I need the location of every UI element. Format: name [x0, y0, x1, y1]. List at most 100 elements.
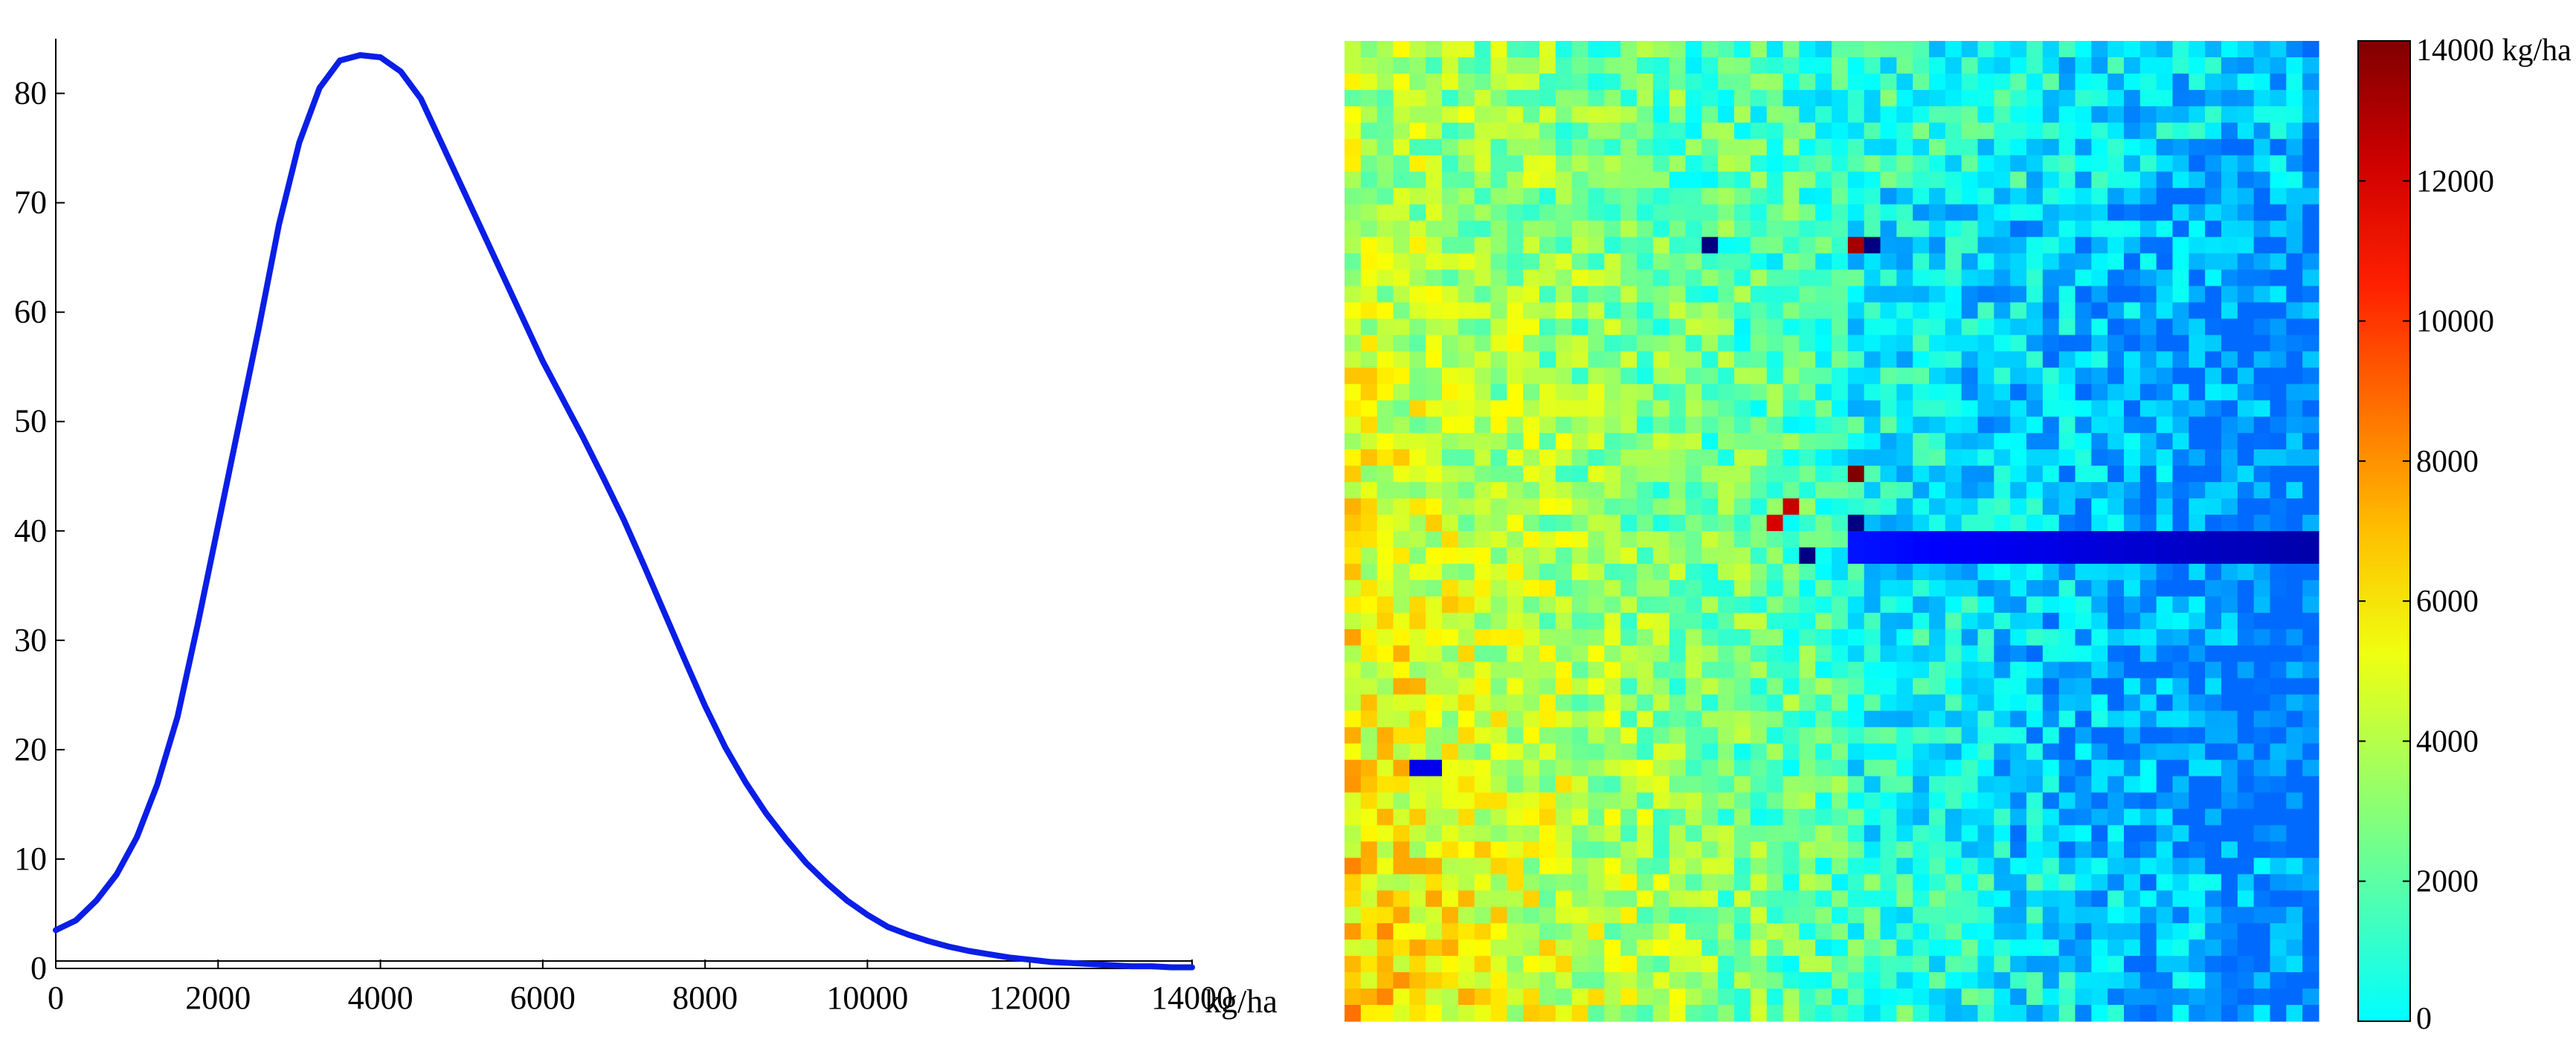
heatmap-cell	[2139, 57, 2157, 74]
heatmap-cell	[1588, 710, 1605, 728]
heatmap-cell	[2026, 220, 2044, 238]
heatmap-cell	[2042, 482, 2060, 499]
heatmap-cell	[1376, 563, 1394, 581]
heatmap-cell	[1523, 57, 1540, 74]
heatmap-cell	[1685, 727, 1702, 745]
heatmap-cell	[1832, 792, 1849, 810]
heatmap-cell	[2302, 400, 2319, 417]
heatmap-cell	[1945, 743, 1962, 761]
heatmap-cell	[1523, 939, 1540, 957]
heatmap-cell	[1783, 694, 1800, 712]
heatmap-cell	[2253, 482, 2271, 499]
heatmap-cell	[1490, 596, 1507, 614]
heatmap-cell	[2075, 841, 2092, 858]
heatmap-cell	[2221, 237, 2238, 254]
heatmap-cell	[2091, 661, 2108, 679]
heatmap-cell	[2108, 269, 2125, 287]
heatmap-cell	[1507, 335, 1524, 352]
heatmap-cell	[1604, 155, 1621, 173]
heatmap-cell	[1864, 106, 1881, 123]
heatmap-cell	[1345, 629, 1362, 646]
heatmap-cell	[2286, 41, 2303, 58]
heatmap-cell	[1637, 890, 1654, 907]
heatmap-cell	[1961, 612, 1979, 630]
heatmap-cell	[2026, 237, 2044, 254]
heatmap-cell	[1913, 466, 1930, 483]
heatmap-cell	[1734, 515, 1751, 532]
heatmap-cell	[2302, 433, 2319, 450]
heatmap-cell	[1652, 809, 1670, 826]
heatmap-cell	[1832, 155, 1849, 173]
heatmap-cell	[2108, 171, 2125, 189]
heatmap-cell	[1669, 41, 1687, 58]
heatmap-cell	[1490, 335, 1507, 352]
heatmap-cell	[1864, 57, 1881, 74]
heatmap-cell	[1847, 400, 1865, 417]
heatmap-cell	[2156, 384, 2174, 401]
heatmap-cell	[1409, 41, 1426, 58]
heatmap-cell	[1945, 367, 1962, 385]
heatmap-cell	[1718, 286, 1735, 303]
heatmap-cell	[1507, 710, 1524, 728]
heatmap-cell	[2108, 106, 2125, 123]
heatmap-cell	[1815, 989, 1832, 1006]
heatmap-cell	[1620, 1005, 1638, 1022]
heatmap-cell	[2091, 645, 2108, 663]
heatmap-cell	[1994, 629, 2011, 646]
heatmap-cell	[2075, 155, 2092, 173]
heatmap-cell	[2010, 825, 2027, 842]
heatmap-cell	[1409, 890, 1426, 907]
heatmap-cell	[2253, 596, 2271, 614]
heatmap-cell	[2124, 122, 2141, 140]
heatmap-cell	[1718, 73, 1735, 91]
heatmap-cell	[1832, 138, 1849, 156]
heatmap-cell	[1685, 858, 1702, 875]
heatmap-cell	[1864, 989, 1881, 1006]
heatmap-cell	[1961, 204, 1979, 222]
heatmap-cell	[2156, 515, 2174, 532]
heatmap-cell	[1832, 907, 1849, 924]
heatmap-cell	[2026, 41, 2044, 58]
heatmap-cell	[2286, 563, 2303, 581]
heatmap-cell	[2026, 547, 2044, 565]
heatmap-cell	[1490, 825, 1507, 842]
heatmap-cell	[1620, 433, 1638, 450]
heatmap-cell	[1896, 531, 1913, 548]
heatmap-cell	[1539, 645, 1556, 663]
heatmap-cell	[1685, 661, 1702, 679]
heatmap-cell	[2237, 351, 2255, 368]
heatmap-cell	[2075, 367, 2092, 385]
heatmap-cell	[1345, 874, 1362, 891]
heatmap-cell	[1847, 743, 1865, 761]
heatmap-cell	[1750, 596, 1768, 614]
heatmap-cell	[1977, 531, 1994, 548]
heatmap-cell	[2108, 907, 2125, 924]
heatmap-cell	[1913, 890, 1930, 907]
heatmap-cell	[2010, 204, 2027, 222]
heatmap-cell	[1393, 939, 1410, 957]
heatmap-cell	[1637, 122, 1654, 140]
heatmap-cell	[1458, 678, 1475, 695]
heatmap-cell	[2124, 482, 2141, 499]
heatmap-cell	[1832, 220, 1849, 238]
heatmap-cell	[1864, 204, 1881, 222]
heatmap-cell	[1734, 923, 1751, 940]
heatmap-cell	[1880, 907, 1897, 924]
heatmap-cell	[1880, 41, 1897, 58]
heatmap-cell	[2091, 384, 2108, 401]
heatmap-cell	[1442, 923, 1459, 940]
heatmap-cell	[1426, 466, 1443, 483]
heatmap-cell	[2172, 237, 2189, 254]
heatmap-cell	[2108, 956, 2125, 973]
heatmap-cell	[1832, 531, 1849, 548]
heatmap-cell	[2156, 498, 2174, 515]
heatmap-cell	[1815, 792, 1832, 810]
heatmap-cell	[1637, 384, 1654, 401]
heatmap-cell	[1799, 923, 1816, 940]
heatmap-cell	[1929, 956, 1946, 973]
heatmap-cell	[2124, 384, 2141, 401]
heatmap-cell	[1474, 890, 1492, 907]
heatmap-cell	[1539, 612, 1556, 630]
heatmap-cell	[1669, 449, 1687, 466]
heatmap-cell	[2124, 710, 2141, 728]
